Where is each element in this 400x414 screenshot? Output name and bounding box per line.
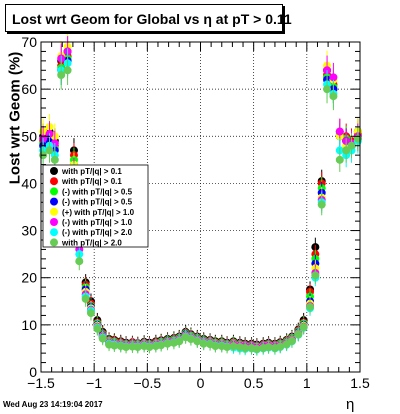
data-point [45, 146, 54, 155]
data-point [133, 343, 142, 352]
legend-marker [50, 218, 58, 226]
y-tick-label: 30 [21, 223, 37, 239]
x-axis-label: η [346, 396, 355, 413]
legend-marker [50, 197, 58, 206]
data-point [145, 343, 154, 352]
x-tick-label: 0 [197, 375, 205, 391]
legend-marker [50, 167, 58, 175]
data-point [163, 339, 172, 348]
legend-label: with pT/|q| > 2.0 [61, 238, 122, 247]
data-point [50, 155, 59, 164]
y-tick-label: 70 [21, 34, 37, 50]
y-tick-label: 0 [29, 364, 37, 380]
x-tick-label: 1.5 [350, 375, 370, 391]
y-tick-label: 40 [21, 175, 37, 191]
legend-label: with pT/|q| > 0.1 [61, 177, 122, 186]
data-point [306, 302, 315, 311]
data-point [287, 336, 296, 345]
data-point [342, 146, 351, 155]
data-point [329, 73, 338, 82]
data-point [335, 127, 344, 136]
series-8 [39, 55, 362, 356]
legend-box [42, 164, 149, 248]
legend-label: (-) with pT/|q| > 0.5 [62, 187, 133, 196]
data-point [75, 257, 84, 266]
data-point [229, 342, 238, 351]
data-point [199, 339, 208, 348]
x-tick-label: 0.5 [244, 375, 264, 391]
data-point [241, 343, 250, 352]
legend-marker [50, 187, 58, 196]
data-point [299, 323, 308, 332]
x-tick-label: −0.5 [134, 375, 162, 391]
data-point [211, 342, 220, 351]
legend-marker [50, 207, 58, 216]
data-point [110, 341, 119, 350]
y-tick-label: 20 [21, 270, 37, 286]
data-point [311, 271, 320, 280]
data-series [39, 31, 362, 356]
x-tick-label: −1 [86, 375, 102, 391]
y-axis-label: Lost wrt Geom (%) [6, 51, 24, 184]
data-point [323, 85, 332, 94]
legend-label: with pT/|q| > 0.1 [61, 167, 122, 176]
data-point [329, 92, 338, 101]
legend-label: (-) with pT/|q| > 2.0 [62, 228, 133, 237]
legend-label: (-) with pT/|q| > 1.0 [62, 218, 133, 227]
y-axis-label-box: Lost wrt Geom (%) [4, 51, 26, 184]
data-point [223, 343, 232, 352]
data-point [98, 334, 107, 343]
data-point [264, 343, 273, 352]
legend-label: (+) with pT/|q| > 1.0 [62, 208, 135, 217]
data-point [193, 337, 202, 346]
chart-title: Lost wrt Geom for Global vs η at pT > 0.… [5, 4, 292, 32]
data-point [93, 324, 102, 333]
x-tick-label: 1 [303, 375, 311, 391]
axis-ticks: −1.5 −1 −0.5 0 0.5 1 1.5 0 10 20 30 40 50 60 70 [21, 34, 370, 391]
data-point [122, 343, 131, 352]
data-point [276, 342, 285, 351]
data-point [294, 330, 303, 339]
data-point [175, 337, 184, 346]
legend-label: (-) with pT/|q| > 0.5 [62, 198, 133, 207]
legend-marker [50, 238, 58, 247]
data-point [81, 294, 90, 303]
data-point [86, 309, 95, 318]
y-tick-label: 50 [21, 128, 37, 144]
data-point [347, 141, 356, 150]
data-point [186, 335, 195, 343]
data-point [57, 71, 66, 79]
data-point [335, 155, 344, 164]
data-point [317, 200, 326, 209]
data-point [157, 341, 166, 350]
y-tick-label: 60 [21, 81, 37, 97]
data-point [63, 66, 72, 75]
timestamp: Wed Aug 23 14:19:04 2017 [3, 400, 103, 409]
legend-marker [50, 228, 58, 237]
x-tick-label: −1.5 [27, 375, 55, 391]
data-point [252, 344, 261, 353]
legend-marker [50, 177, 58, 186]
y-tick-label: 10 [21, 317, 37, 333]
